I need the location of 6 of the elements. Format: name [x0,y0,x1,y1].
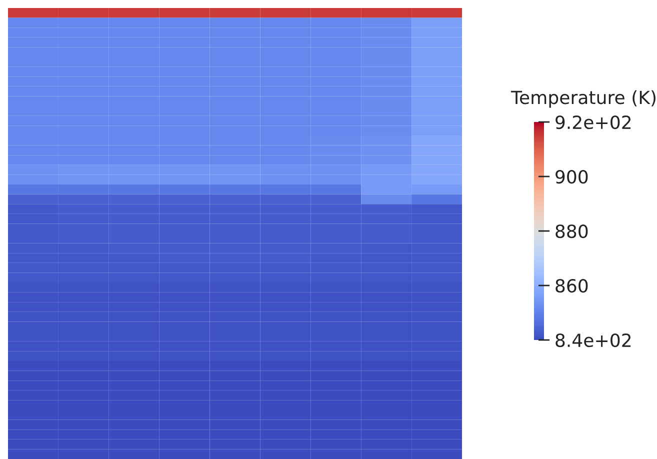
color-bar-label: 860 [556,278,588,293]
color-bar-label: 880 [556,224,588,238]
color-bar-label: 900 [556,170,588,184]
color-bar-title: Temperature (K) [510,90,656,108]
color-bar-label: 8.4e+02 [556,333,631,348]
color-bar-label: 9.2e+02 [556,115,631,130]
